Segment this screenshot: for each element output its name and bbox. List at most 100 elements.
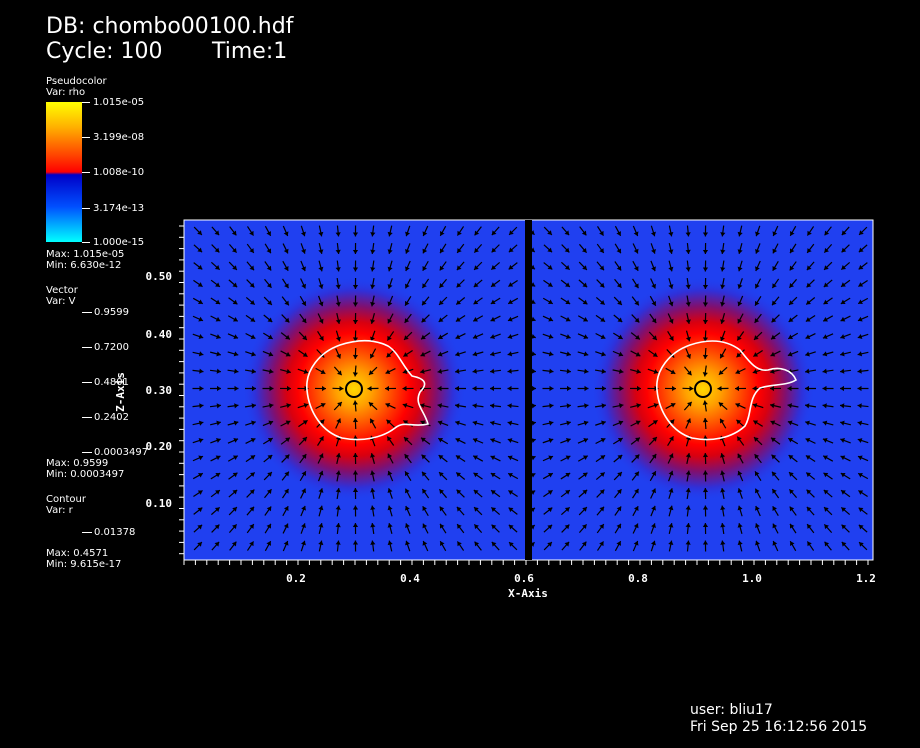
vector-arrow-head <box>772 283 777 289</box>
vector-arrow-head <box>405 266 410 272</box>
density-blob-left <box>242 277 466 501</box>
colorbar-tick-label: 1.015e-05 <box>93 97 145 108</box>
vector-arrow-head <box>547 490 553 495</box>
vector-arrow-head <box>249 299 255 305</box>
vector-arrow-head <box>232 265 237 270</box>
vector-legend-value: 0.4801 <box>94 377 129 388</box>
vector-arrow-head <box>232 489 238 495</box>
vector-arrow-head <box>249 489 255 495</box>
vector-arrow-head <box>267 317 273 322</box>
vector-arrow-head <box>547 524 553 530</box>
vector-arrow-head <box>651 488 656 494</box>
vector-arrow-head <box>772 523 778 529</box>
vector-arrow-head <box>737 284 743 289</box>
vector-arrow-head <box>370 284 376 289</box>
vector-arrow-head <box>805 385 810 392</box>
vector-arrow-head <box>320 403 326 408</box>
vector-arrow-head <box>216 385 221 392</box>
vector-arrow-head <box>668 523 674 528</box>
vector-arrow-head <box>509 542 514 547</box>
vector-arrow-head <box>249 524 254 529</box>
vector-arrow-head <box>405 231 410 237</box>
vector-arrow-head <box>840 472 846 478</box>
vector-arrow-head <box>198 351 204 357</box>
vector-arrow-head <box>651 301 657 306</box>
vector-arrow-head <box>583 420 589 426</box>
vector-arrow-head <box>300 231 306 237</box>
vector-arrow-head <box>840 334 846 339</box>
vector-field <box>192 225 869 552</box>
vector-arrow-head <box>720 232 726 237</box>
vector-arrow-head <box>771 454 777 460</box>
vector-arrow-head <box>531 385 536 392</box>
z-tick-label: 0.30 <box>146 384 173 397</box>
vector-arrow-head <box>473 489 479 495</box>
vector-arrow-head <box>823 489 829 495</box>
vector-arrow-head <box>337 370 342 376</box>
vector-arrow-head <box>285 334 290 340</box>
vector-arrow-head <box>686 353 691 359</box>
vector-arrow-head <box>319 436 324 442</box>
vector-arrow-head <box>335 267 341 272</box>
vector-arrow-head <box>370 470 376 476</box>
vector-arrow-head <box>422 506 427 512</box>
vector-arrow-head <box>565 455 571 461</box>
vector-arrow-head <box>301 488 306 494</box>
vector-arrow-head <box>251 351 256 357</box>
vector-arrow-head <box>718 402 724 408</box>
pseudocolor-legend-title: Pseudocolor <box>46 76 107 87</box>
vector-arrow-head <box>668 249 674 254</box>
vector-arrow-head <box>387 453 393 459</box>
vector-arrow-head <box>720 301 726 307</box>
vector-arrow-head <box>352 488 359 493</box>
vector-arrow-head <box>717 385 722 392</box>
vector-arrow-head <box>234 368 239 374</box>
vector-arrow-head <box>251 385 256 392</box>
vector-arrow-head <box>422 471 427 477</box>
vector-arrow-head <box>352 435 359 440</box>
vector-arrow-head <box>616 283 622 288</box>
z-tick-label: 0.40 <box>146 328 173 341</box>
vector-arrow-head <box>788 437 794 443</box>
vector-arrow-head <box>404 454 410 459</box>
vector-arrow-head <box>490 316 496 322</box>
vector-arrow-head <box>233 334 239 339</box>
vector-arrow-head <box>232 247 237 253</box>
vector-arrow-head <box>335 453 341 458</box>
vector-arrow-head <box>335 319 341 324</box>
vector-arrow-head <box>456 299 461 305</box>
vector-arrow-head <box>702 249 709 254</box>
vector-arrow-head <box>720 284 726 289</box>
vector-arrow-head <box>507 438 513 444</box>
vector-arrow-head <box>197 282 203 287</box>
vector-arrow-head <box>490 472 496 478</box>
vector-arrow-head <box>232 299 238 305</box>
vector-arrow-head <box>788 334 794 340</box>
vector-arrow-head <box>582 299 588 305</box>
vector-arrow-head <box>232 507 237 512</box>
vector-arrow-head <box>702 337 709 342</box>
time-label: Time:1 <box>212 39 288 64</box>
x-tick-label: 0.8 <box>628 572 648 585</box>
vector-arrow-head <box>617 455 623 460</box>
vector-arrow-head <box>507 385 512 392</box>
vector-arrow-head <box>616 523 622 529</box>
vector-arrow-head <box>702 470 709 475</box>
vector-arrow-head <box>215 438 221 443</box>
vector-arrow-head <box>805 438 811 443</box>
vector-arrow-head <box>438 455 444 460</box>
vector-arrow-head <box>284 454 290 460</box>
vector-arrow-head <box>508 507 514 513</box>
vector-arrow-head <box>352 319 359 324</box>
vector-arrow-head <box>685 540 691 545</box>
vector-arrow-head <box>472 403 477 409</box>
vector-arrow-head <box>268 368 274 374</box>
vector-arrow-head <box>440 523 445 529</box>
vector-arrow-head <box>564 265 570 270</box>
vector-arrow-head <box>387 523 393 528</box>
vector-arrow-head <box>702 523 709 528</box>
vector-arrow-head <box>387 505 393 511</box>
vector-arrow-head <box>720 267 726 272</box>
vector-arrow-head <box>232 282 238 288</box>
